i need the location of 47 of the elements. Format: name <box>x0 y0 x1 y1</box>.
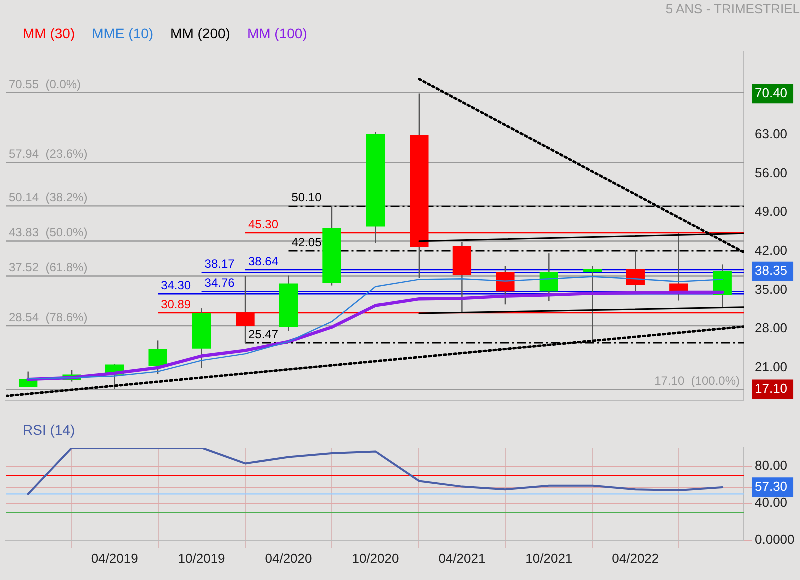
y-tick-label: 21.00 <box>755 359 788 374</box>
legend-label: MM (200) <box>170 25 230 42</box>
x-tick-label: 10/2020 <box>352 550 400 566</box>
ref-line-label: 17.10 (100.0%) <box>654 374 740 388</box>
candlestick <box>496 266 515 306</box>
ref-line-label: 50.10 <box>292 190 322 205</box>
ref-line-label: 37.52 (61.8%) <box>9 260 88 275</box>
ref-line-label: 28.54 (78.6%) <box>9 310 88 324</box>
candlestick <box>148 340 168 375</box>
y-tick-label: 42.00 <box>755 242 788 258</box>
ref-line-label: 45.30 <box>248 217 279 232</box>
y-tick-label: 28.00 <box>755 320 788 336</box>
text: MME (10) <box>92 25 154 42</box>
x-tick-label: 10/2019 <box>178 550 226 566</box>
y-tick-label: 70.40 <box>755 85 788 100</box>
ref-line-label: 25.47 <box>248 327 279 342</box>
ref-line-label: 42.05 <box>292 235 322 250</box>
ref-line-label: 38.17 <box>204 256 236 271</box>
ref-line-label: 50.14 (38.2%) <box>9 190 88 205</box>
ref-line-label: 38.64 <box>248 254 279 268</box>
ref-line-label: 34.76 <box>204 276 236 290</box>
x-tick-label: 10/2021 <box>526 550 573 566</box>
y-tick-label: 40.00 <box>755 495 788 510</box>
y-tick-label: 56.00 <box>755 165 788 180</box>
candlestick <box>626 250 645 292</box>
ref-line-label: 57.94 (23.6%) <box>9 147 88 162</box>
x-tick-label: 04/2019 <box>91 550 138 566</box>
y-tick-label: 63.00 <box>755 126 788 142</box>
ref-line-label: 70.55 (0.0%) <box>9 77 82 92</box>
y-tick-label: 80.00 <box>755 458 788 474</box>
candlestick <box>540 252 558 302</box>
x-tick-label: 04/2021 <box>438 550 486 566</box>
ref-line-label: 34.30 <box>161 278 192 292</box>
y-tick-label: 17.10 <box>755 381 788 396</box>
legend-label: MM (30) <box>23 25 76 42</box>
text: MM (100) <box>247 25 308 42</box>
y-tick-label: 57.30 <box>755 479 788 494</box>
y-tick-label: 38.35 <box>755 263 788 278</box>
x-tick-label: 04/2022 <box>612 550 660 566</box>
ref-line-label: 43.83 (50.0%) <box>9 226 88 240</box>
y-tick-label: 0.0000 <box>755 532 795 547</box>
series-label: RSI (14) <box>23 422 76 438</box>
x-tick-label: 04/2020 <box>265 550 312 566</box>
ref-line-label: 30.89 <box>161 297 192 312</box>
y-tick-label: 35.00 <box>755 282 788 297</box>
y-tick-label: 49.00 <box>755 204 788 220</box>
chart-subtitle: 5 ANS - TRIMESTRIEL <box>666 1 800 16</box>
